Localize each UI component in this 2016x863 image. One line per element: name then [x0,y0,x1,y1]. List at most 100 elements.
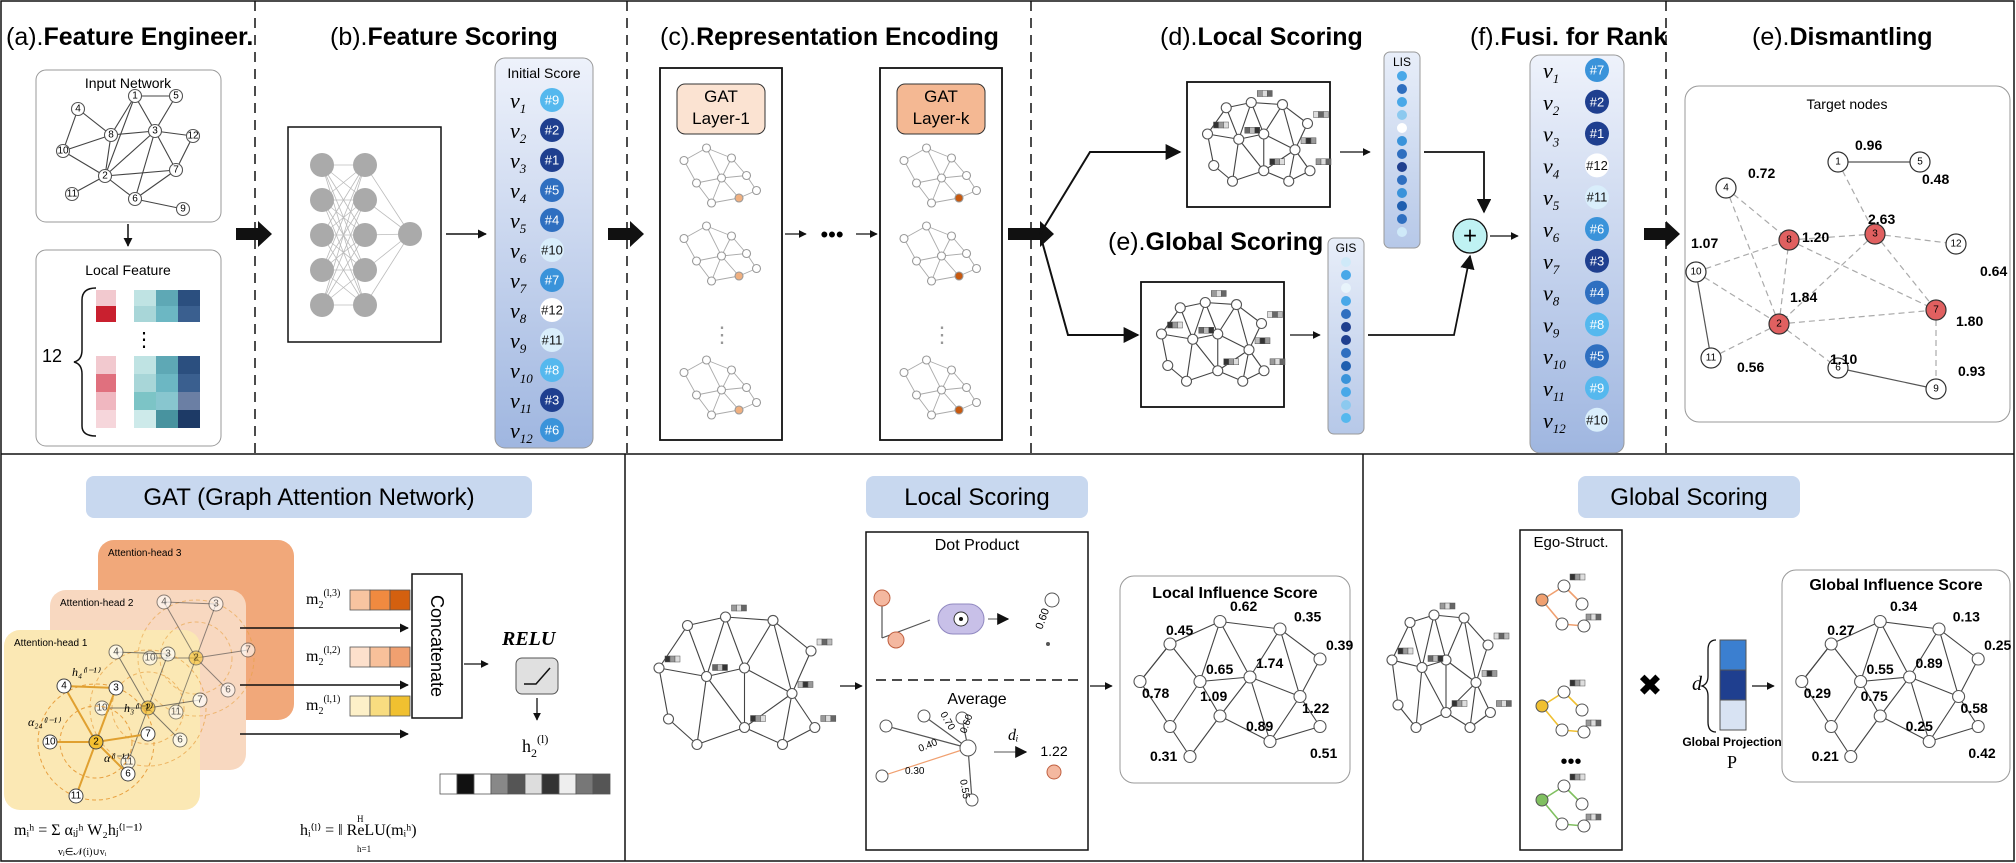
rank-badge-label: #5 [545,183,559,198]
feature-cell [156,392,178,410]
attention-node [142,650,158,666]
graph-edge [1909,676,1930,742]
dismantle-edge [1695,239,1790,273]
h-vector-cell [439,773,458,795]
rank-badge [540,208,564,232]
feature-bar-cell [1272,311,1278,318]
m-vector-cell [349,646,371,668]
dismantle-edge [1695,271,1780,325]
graph-node [946,231,957,241]
feature-bar-cell [797,681,804,688]
attention-node [188,650,204,666]
graph-node [1276,99,1289,111]
graph-node [911,390,922,400]
graph-node [946,153,957,163]
graph-node [961,248,972,259]
graph-node [809,721,821,734]
m-symbol: m [306,591,319,608]
global-scoring-input-graph [1386,602,1512,734]
graph-node [127,191,143,207]
target-nodes-label: Target nodes [1807,96,1888,112]
node-v-symbol: v [1543,281,1553,306]
attention-node-label: 3 [165,649,171,660]
graph-edge [711,197,740,204]
h-vector-cell [456,773,475,795]
graph-node [899,367,909,378]
dismantle-score: 1.10 [1830,351,1857,367]
feature-bar-cell [1498,632,1505,640]
attention-node [160,646,176,662]
graph-node [55,143,71,159]
rank-badge-label: #10 [541,243,563,258]
node-v-label: v3 [510,148,527,176]
global-scoring-title-bar [1578,476,1800,518]
graph-edge [686,625,708,677]
attention-edge [95,741,129,775]
graph-edge [706,225,722,257]
node-v-label: v12 [510,418,533,446]
m-sub: 2 [318,657,323,668]
graph-edge [1879,715,1930,742]
attention-edge [195,657,229,691]
feature-bar-cell [1449,602,1456,610]
avg-center [959,739,977,757]
lis-dot [1397,162,1407,172]
graph-edge [931,197,960,204]
graph-edge [1958,658,1979,697]
graph-node [127,88,143,104]
rank-badge [1585,153,1609,178]
graph-edge [1263,133,1296,151]
influence-score: 0.31 [1150,748,1177,764]
dismantle-score: 1.84 [1790,289,1817,305]
node-v-subscript: 1 [1553,71,1560,86]
rank-badge-label: #3 [1590,253,1604,268]
global-influence-box [1781,569,2011,783]
influence-score: 1.09 [1200,688,1227,704]
graph-node [738,662,751,674]
node-v-symbol: v [1543,153,1553,178]
feature-bar-cell [826,638,833,646]
mlp-neuron [310,258,334,282]
graph-node [1193,674,1207,689]
rank-badge [540,148,564,172]
node-v-label: v8 [510,298,527,326]
node-v-label: v6 [1543,217,1560,245]
feature-bar-cell [1590,719,1597,727]
rank-badge [540,178,564,202]
feature-bar-cell [1397,647,1404,655]
gat-layer1-label-box [676,83,766,135]
feature-bar-cell [1233,358,1239,365]
graph-node [936,385,947,395]
feature-bar-cell [1590,613,1597,621]
node-v-label: v6 [510,238,527,266]
node-v-label: v5 [1543,185,1560,213]
graph-node [1873,614,1887,629]
graph-edge [1860,621,1881,682]
stage-arrow-fg [1644,221,1680,247]
graph-node [726,153,737,163]
node-v-subscript: 6 [520,251,527,266]
feature-cell [134,290,156,306]
lis-dot [1397,227,1407,237]
fusion-plus-symbol: + [1463,223,1477,250]
influence-score: 0.21 [1812,748,1839,764]
graph-edge [1391,622,1411,661]
dismantle-score: 0.56 [1737,359,1764,375]
attention-node-label: 3 [213,599,219,610]
graph-node [1163,637,1177,651]
dismantle-edge [1725,187,1790,241]
graph-edge [1169,620,1221,645]
graph-node [719,611,732,623]
feature-bar-cell [1254,127,1260,134]
graph-node [701,221,712,231]
feature-bar-cell [1315,158,1322,165]
lis-dot [1397,71,1407,81]
graph-node [899,155,909,166]
graph-edge [1445,617,1465,661]
dp-dot-center [959,617,963,621]
graph-edge [1801,681,1832,727]
graph-node [1301,117,1314,130]
attention-node-label: 4 [113,647,119,658]
dismantle-node-label: 5 [1917,157,1923,168]
graph-edge [791,693,816,728]
